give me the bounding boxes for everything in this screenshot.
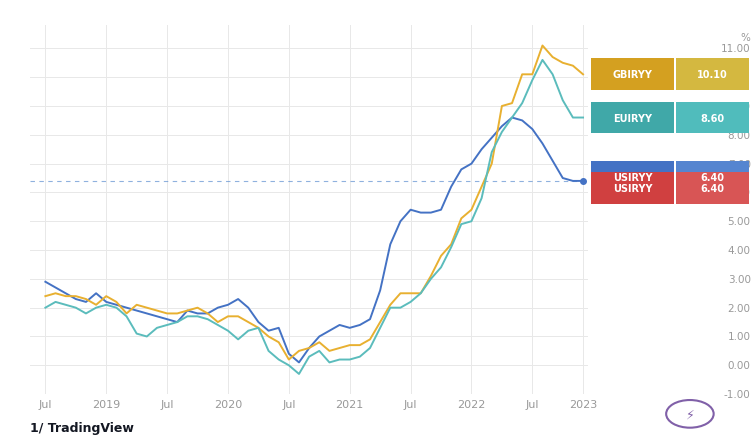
FancyBboxPatch shape <box>591 161 674 193</box>
Text: 7.00: 7.00 <box>728 159 751 169</box>
Text: 8.00: 8.00 <box>728 131 751 141</box>
FancyBboxPatch shape <box>676 102 749 134</box>
Text: 3.00: 3.00 <box>728 274 751 284</box>
Text: 2.00: 2.00 <box>728 303 751 313</box>
Text: 6.40: 6.40 <box>700 172 725 182</box>
FancyBboxPatch shape <box>591 173 674 205</box>
Text: 1/ TradingView: 1/ TradingView <box>30 420 134 434</box>
Text: USIRYY: USIRYY <box>613 172 653 182</box>
Text: ⚡: ⚡ <box>685 407 694 420</box>
Text: 0.00: 0.00 <box>728 360 751 371</box>
Text: -1.00: -1.00 <box>724 389 751 399</box>
Text: 10.00: 10.00 <box>721 73 751 83</box>
Text: USIRYY: USIRYY <box>613 184 653 194</box>
Text: %: % <box>741 33 751 43</box>
FancyBboxPatch shape <box>591 102 674 134</box>
FancyBboxPatch shape <box>591 59 674 91</box>
FancyBboxPatch shape <box>676 161 749 193</box>
Text: 11.00: 11.00 <box>721 44 751 54</box>
Text: 1.00: 1.00 <box>728 332 751 342</box>
Text: 9.00: 9.00 <box>728 102 751 112</box>
Text: 4.00: 4.00 <box>728 245 751 255</box>
Text: EUIRYY: EUIRYY <box>614 113 652 123</box>
Text: GBIRYY: GBIRYY <box>613 70 653 80</box>
Text: 8.60: 8.60 <box>700 113 725 123</box>
FancyBboxPatch shape <box>676 173 749 205</box>
FancyBboxPatch shape <box>676 59 749 91</box>
Text: 5.00: 5.00 <box>728 217 751 227</box>
Text: 6.00: 6.00 <box>728 188 751 198</box>
Text: 6.40: 6.40 <box>700 184 725 194</box>
Text: 10.10: 10.10 <box>697 70 728 80</box>
